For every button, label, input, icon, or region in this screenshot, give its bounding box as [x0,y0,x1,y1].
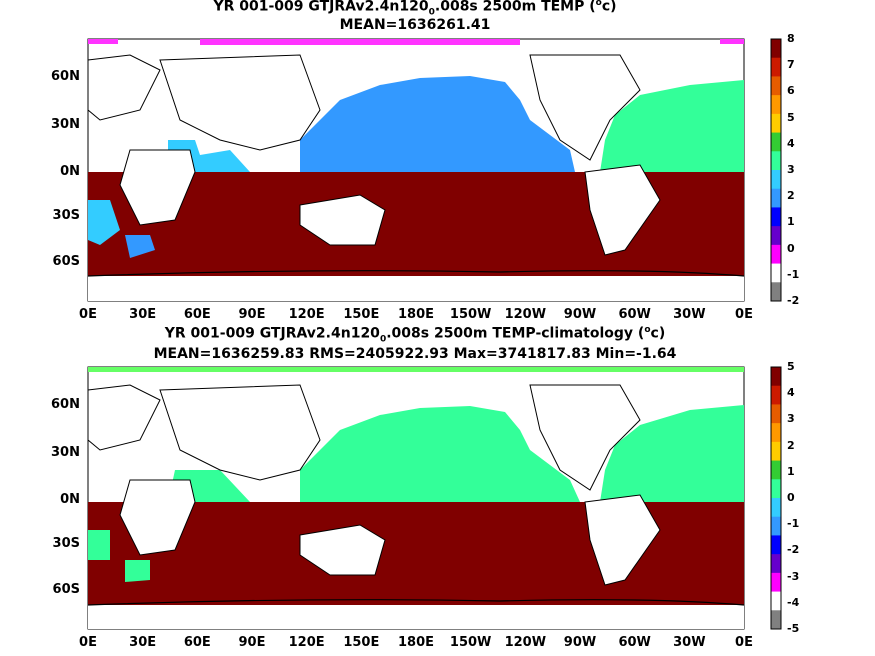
lon-label: 180E [397,635,435,650]
lat-label: 60S [52,254,80,269]
colorbar-swatch [771,404,781,424]
lon-label: 60W [618,307,651,322]
lon-label: 150W [449,635,492,650]
colorbar-tick-label: -5 [787,622,800,635]
panel1-stats: MEAN=1636261.41 [339,17,491,33]
colorbar-swatch [771,39,781,59]
colorbar-tick-label: 1 [787,464,795,478]
panel2-stats: MEAN=1636259.83 RMS=2405922.93 Max=37418… [153,346,677,362]
colorbar-tick-label: 8 [787,32,795,45]
lon-label: 0E [79,635,97,650]
colorbar-tick-label: 7 [787,58,795,72]
lon-label: 150E [343,307,380,322]
lon-label: 0E [735,635,753,650]
colorbar-swatch [771,535,781,555]
lat-label: 30S [52,208,80,223]
colorbar-swatch [771,113,781,134]
lon-label: 150W [449,307,492,322]
lon-label: 60E [183,307,211,322]
colorbar-swatch [771,282,781,302]
colorbar-swatch [771,188,781,208]
panel1-title: YR 001-009 GTJRAv2.4n1200.008s 2500m TEM… [213,0,617,18]
colorbar-swatch [771,479,781,499]
lon-label: 150E [343,635,380,650]
lon-label: 30W [673,635,706,650]
lon-label: 120W [504,307,547,322]
lon-label: 30E [129,307,157,322]
colorbar-tick-label: 3 [787,412,795,426]
colorbar-swatch [771,572,781,593]
colorbar-swatch [771,170,781,190]
lon-label: 30E [129,635,157,650]
panel2-pacific [300,406,580,502]
colorbar-tick-label: 6 [787,84,795,98]
colorbar-tick-label: 4 [787,136,795,150]
colorbar-tick-label: 1 [787,215,795,229]
colorbar-tick-label: 2 [787,189,795,203]
colorbar-swatch [771,460,781,480]
lon-label: 0E [735,307,753,322]
colorbar-swatch [771,591,781,611]
colorbar-swatch [771,76,781,96]
colorbar-tick-label: 4 [787,386,795,400]
colorbar-swatch [771,516,781,536]
colorbar-tick-label: -1 [787,517,800,531]
panel2-title: YR 001-009 GTJRAv2.4n1200.008s 2500m TEM… [164,325,666,345]
lon-label: 30W [673,307,706,322]
lon-label: 120E [288,307,325,322]
colorbar-tick-label: -2 [787,543,800,557]
colorbar-tick-label: 0 [787,241,795,255]
colorbar-tick-label: 2 [787,438,795,452]
colorbar-swatch [771,610,781,630]
lon-label: 120W [504,635,547,650]
colorbar-tick-label: -1 [787,267,800,281]
lat-label: 60S [52,582,80,597]
colorbar-tick-label: 0 [787,491,795,504]
colorbar-swatch [771,57,781,77]
panel1-atlantic [600,80,744,172]
panel2-atlantic [600,405,744,502]
colorbar-swatch [771,263,781,283]
colorbar-swatch [771,423,781,443]
colorbar-tick-label: 5 [787,110,795,124]
lat-label: 60N [51,397,80,412]
lon-label: 60W [618,635,651,650]
colorbar-swatch [771,367,781,387]
colorbar-tick-label: -3 [787,569,800,583]
panel2-colorbar [770,366,782,630]
panel2-map [87,366,745,630]
colorbar-swatch [771,441,781,462]
colorbar-tick-label: -2 [787,294,800,307]
lon-label: 60E [183,635,211,650]
lon-label: 180E [397,307,435,322]
lat-label: 60N [51,69,80,84]
colorbar-swatch [771,498,781,518]
panel1-pacific [300,76,575,172]
colorbar-tick-label: -4 [787,595,800,609]
colorbar-swatch [771,207,781,227]
lon-label: 90E [238,635,266,650]
colorbar-swatch [771,151,781,171]
lat-label: 0N [60,492,80,507]
lat-label: 30N [51,445,80,460]
colorbar-tick-label: 3 [787,163,795,176]
lat-label: 0N [60,164,80,179]
panel1-map [87,38,745,302]
lon-label: 90E [238,307,266,322]
lon-label: 120E [288,635,325,650]
panel1-colorbar [770,38,782,302]
colorbar-swatch [771,385,781,405]
colorbar-swatch [771,554,781,574]
lat-label: 30S [52,536,80,551]
colorbar-swatch [771,132,781,152]
colorbar-tick-label: 5 [787,360,795,373]
lon-label: 90W [563,635,597,650]
lon-label: 90W [563,307,597,322]
colorbar-swatch [771,244,781,265]
colorbar-swatch [771,95,781,115]
colorbar-swatch [771,226,781,246]
lat-label: 30N [51,117,80,132]
lon-label: 0E [79,307,97,322]
